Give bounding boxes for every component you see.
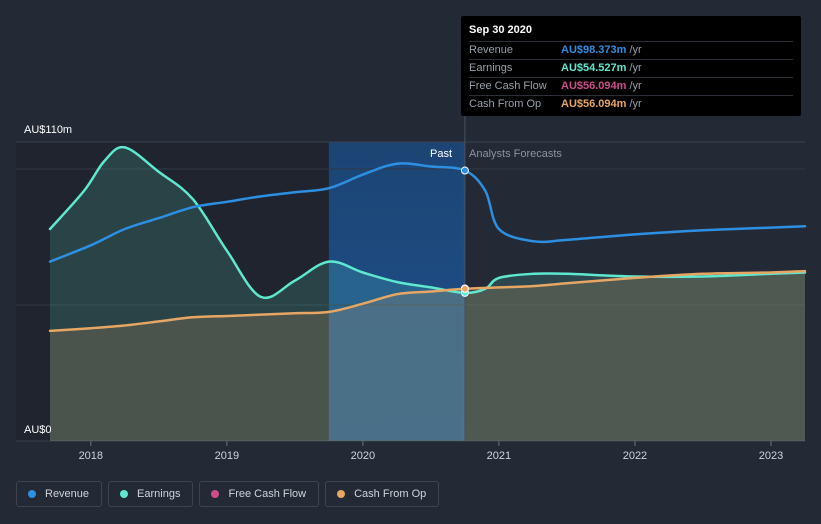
revenue-marker xyxy=(460,166,469,175)
tooltip-label: Free Cash Flow xyxy=(469,80,547,92)
forecast-label: Analysts Forecasts xyxy=(469,148,562,160)
earnings-dot-icon xyxy=(120,490,129,498)
legend: Revenue Earnings Free Cash Flow Cash Fro… xyxy=(16,481,440,508)
tooltip-value: AU$54.527m xyxy=(561,62,627,74)
tooltip-value: AU$98.373m xyxy=(561,44,627,56)
tooltip-date: Sep 30 2020 xyxy=(469,24,532,36)
tooltip-unit: /yr xyxy=(629,80,642,92)
x-tick-label: 2022 xyxy=(623,450,647,462)
legend-item-cash-from-op[interactable]: Cash From Op xyxy=(325,481,440,507)
earnings-area xyxy=(50,147,805,441)
revenue-dot-icon xyxy=(28,490,36,498)
tooltip-row-earnings: Earnings AU$54.527m /yr xyxy=(469,59,793,77)
earnings-line xyxy=(48,145,807,300)
legend-label: Free Cash Flow xyxy=(228,488,307,500)
tooltip-label: Cash From Op xyxy=(469,98,542,110)
legend-item-earnings[interactable]: Earnings xyxy=(108,481,194,507)
legend-item-revenue[interactable]: Revenue xyxy=(16,481,103,507)
y-axis-top-label: AU$110m xyxy=(24,124,72,136)
legend-item-free-cash-flow[interactable]: Free Cash Flow xyxy=(199,481,320,507)
tooltip-value: AU$56.094m xyxy=(561,80,627,92)
tooltip-value: AU$56.094m xyxy=(561,98,627,110)
legend-label: Earnings xyxy=(137,488,181,500)
tooltip-label: Revenue xyxy=(469,44,514,56)
tooltip-unit: /yr xyxy=(629,98,642,110)
x-tick-label: 2018 xyxy=(79,450,103,462)
tooltip: Sep 30 2020 Revenue AU$98.373m /yr Earni… xyxy=(461,16,801,116)
y-axis-bottom-label: AU$0 xyxy=(24,424,52,436)
free-cash-flow-dot-icon xyxy=(211,490,220,498)
cash-from-op-area xyxy=(50,271,805,441)
legend-label: Cash From Op xyxy=(354,488,427,500)
past-label: Past xyxy=(430,148,452,160)
x-tick-label: 2020 xyxy=(351,450,375,462)
x-tick-label: 2023 xyxy=(759,450,783,462)
tooltip-row-free-cash-flow: Free Cash Flow AU$56.094m /yr xyxy=(469,77,793,95)
tooltip-unit: /yr xyxy=(629,62,642,74)
cash-from-op-dot-icon xyxy=(337,490,346,498)
cash-from-op-marker xyxy=(460,284,469,293)
cash-from-op-line xyxy=(48,269,807,333)
tooltip-unit: /yr xyxy=(629,44,642,56)
revenue-line xyxy=(48,162,807,263)
x-tick-label: 2021 xyxy=(487,450,511,462)
tooltip-row-cash-from-op: Cash From Op AU$56.094m /yr xyxy=(469,95,793,113)
tooltip-row-revenue: Revenue AU$98.373m /yr xyxy=(469,41,793,59)
tooltip-label: Earnings xyxy=(469,62,513,74)
x-tick-label: 2019 xyxy=(215,450,239,462)
legend-label: Revenue xyxy=(45,488,90,500)
